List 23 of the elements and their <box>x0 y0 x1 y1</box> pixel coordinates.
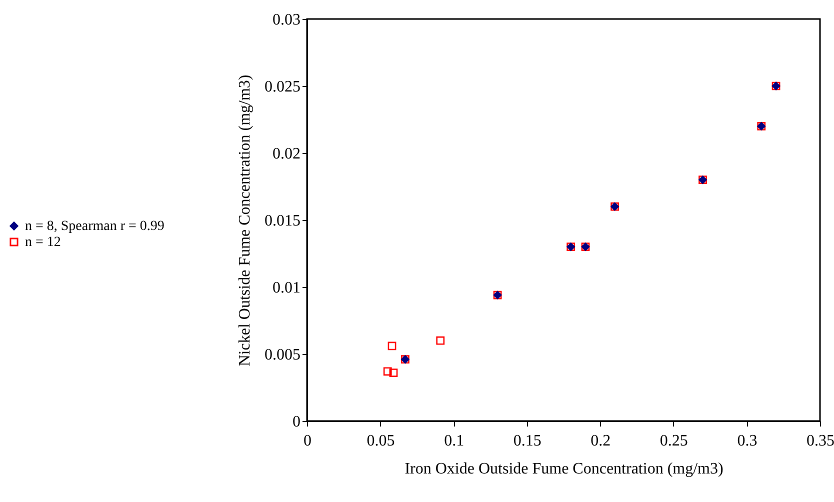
y-tick-label: 0.03 <box>272 12 300 28</box>
y-axis-title: Nickel Outside Fume Concentration (mg/m3) <box>236 74 254 366</box>
x-axis-title: Iron Oxide Outside Fume Concentration (mg/m3) <box>404 460 724 478</box>
y-tick-label: 0.005 <box>264 346 300 364</box>
y-tick-label: 0.02 <box>272 146 300 162</box>
point <box>436 336 445 345</box>
x-tick-label: 0.35 <box>806 432 834 450</box>
legend-label: n = 12 <box>25 235 61 250</box>
point <box>388 342 396 350</box>
point <box>389 368 398 377</box>
y-tick-label: 0.01 <box>272 280 300 296</box>
x-tick-label: 0.05 <box>366 432 395 450</box>
x-tick-label: 0 <box>304 432 312 450</box>
y-tick-label: 0 <box>292 414 300 430</box>
x-tick-label: 0.1 <box>444 432 464 450</box>
point <box>383 367 392 376</box>
x-tick-label: 0.15 <box>513 432 542 450</box>
x-tick-label: 0.25 <box>660 432 688 450</box>
y-tick-label: 0.025 <box>264 78 300 96</box>
x-tick-label: 0.2 <box>590 432 611 450</box>
x-tick-label: 0.3 <box>737 432 758 450</box>
y-tick-label: 0.015 <box>264 212 300 230</box>
legend-label: n = 8, Spearman r = 0.99 <box>25 219 164 234</box>
